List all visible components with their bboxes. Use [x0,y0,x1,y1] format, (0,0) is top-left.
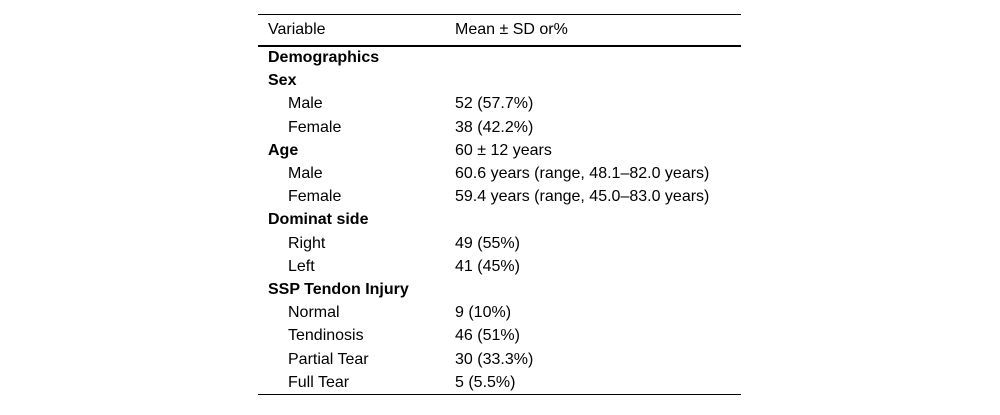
table-row-injury-tendinosis: Tendinosis 46 (51%) [258,325,741,348]
variable-cell: Tendinosis [288,327,364,345]
value-cell [455,278,741,301]
value-cell: 60.6 years (range, 48.1–82.0 years) [455,165,710,183]
value-cell: 9 (10%) [455,304,512,322]
variable-cell: Age [268,141,299,159]
table-header-row: Variable Mean ± SD or% [258,14,741,47]
table-row-dominant-side: Dominat side [258,209,741,232]
table-row-injury-partial-tear: Partial Tear 30 (33.3%) [258,348,741,371]
value-cell: 60 ± 12 years [455,141,552,159]
variable-cell: Partial Tear [288,350,369,368]
value-cell: 30 (33.3%) [455,350,534,368]
value-cell [455,70,741,93]
table-row-sex: Sex [258,70,741,93]
variable-cell: Right [288,234,326,252]
variable-cell: Male [288,95,323,113]
variable-cell: Female [288,188,342,206]
table-row-sex-female: Female 38 (42.2%) [258,116,741,139]
table-row-ssp-tendon-injury: SSP Tendon Injury [258,278,741,301]
column-header-variable: Variable [258,14,455,47]
demographics-table-container: Variable Mean ± SD or% Demographics Sex … [258,14,741,396]
value-cell: 46 (51%) [455,327,520,345]
variable-cell: Normal [288,304,340,322]
table-row-injury-normal: Normal 9 (10%) [258,302,741,325]
table-row-side-left: Left 41 (45%) [258,255,741,278]
table-header: Variable Mean ± SD or% [258,14,741,47]
table-row-age-female: Female 59.4 years (range, 45.0–83.0 year… [258,186,741,209]
column-header-mean-sd: Mean ± SD or% [455,14,741,47]
variable-cell: Female [288,118,342,136]
variable-cell: Full Tear [288,373,350,391]
table-row-age: Age 60 ± 12 years [258,139,741,162]
variable-cell: Left [288,257,315,275]
variable-cell: Sex [268,72,297,90]
value-cell: 52 (57.7%) [455,95,534,113]
variable-cell: Dominat side [268,211,369,229]
value-cell: 49 (55%) [455,234,520,252]
variable-cell: SSP Tendon Injury [268,280,409,298]
table-row-side-right: Right 49 (55%) [258,232,741,255]
value-cell: 5 (5.5%) [455,373,516,391]
table-row-age-male: Male 60.6 years (range, 48.1–82.0 years) [258,162,741,185]
value-cell: 38 (42.2%) [455,118,534,136]
table-row-sex-male: Male 52 (57.7%) [258,93,741,116]
table-row-demographics: Demographics [258,46,741,70]
value-cell [455,46,741,70]
value-cell [455,209,741,232]
table-body: Demographics Sex Male 52 (57.7%) Female … [258,46,741,395]
demographics-table: Variable Mean ± SD or% Demographics Sex … [258,14,741,396]
value-cell: 41 (45%) [455,257,520,275]
variable-cell: Demographics [268,49,380,67]
table-row-injury-full-tear: Full Tear 5 (5.5%) [258,371,741,395]
value-cell: 59.4 years (range, 45.0–83.0 years) [455,188,710,206]
variable-cell: Male [288,165,323,183]
